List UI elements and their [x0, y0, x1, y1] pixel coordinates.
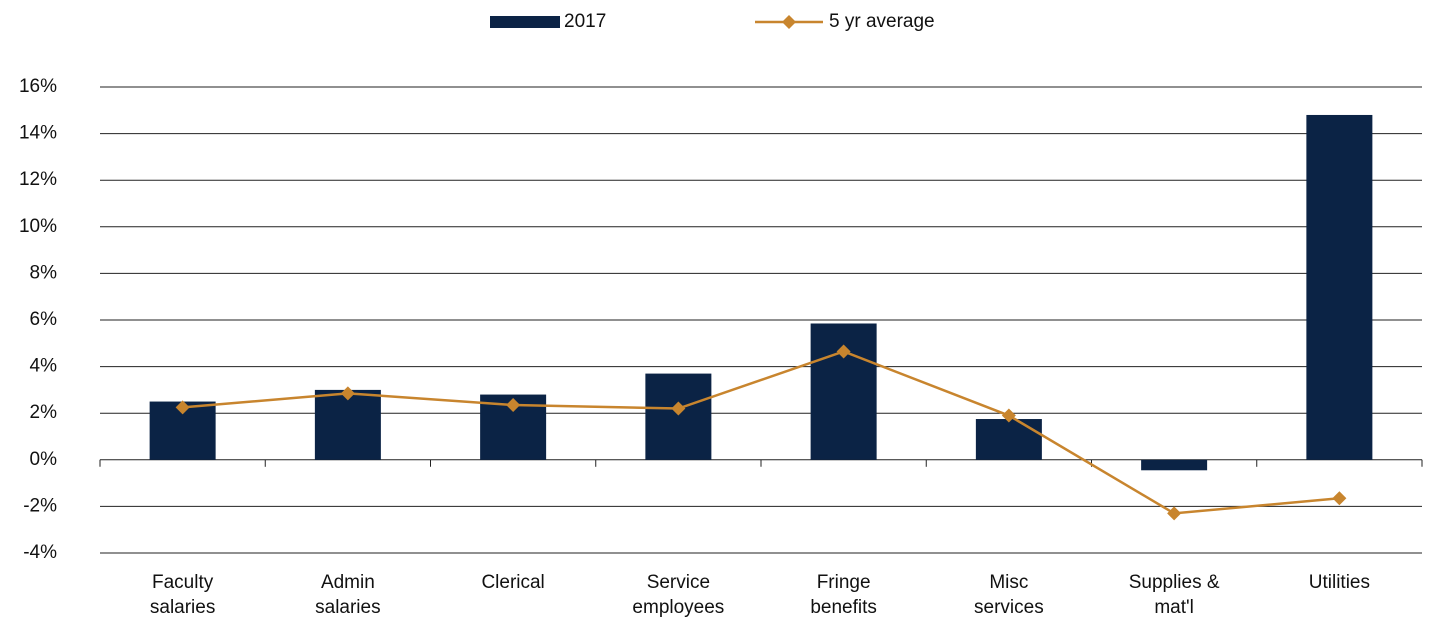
- bar: [645, 373, 712, 460]
- legend-label: 2017: [564, 11, 606, 32]
- y-tick-label: -4%: [23, 542, 57, 563]
- x-tick-label: Utilities: [1308, 572, 1370, 593]
- marker: [340, 386, 355, 401]
- y-tick-label: 14%: [19, 123, 57, 144]
- x-tick-label: Admin salaries: [315, 572, 381, 618]
- x-tick-label: Service employees: [632, 572, 725, 618]
- y-tick-label: 8%: [30, 262, 58, 283]
- bar: [810, 323, 877, 460]
- legend-swatch: [490, 16, 560, 28]
- marker: [1167, 506, 1182, 521]
- marker: [1332, 491, 1347, 506]
- x-tick-label: Clerical: [481, 572, 545, 593]
- x-tick-label: Supplies & mat'l: [1128, 572, 1220, 618]
- y-tick-label: 10%: [19, 216, 57, 237]
- x-tick-label: Faculty salaries: [149, 572, 216, 618]
- marker: [175, 400, 190, 415]
- y-tick-label: 6%: [30, 309, 58, 330]
- marker: [671, 401, 686, 416]
- x-tick-label: Fringe benefits: [810, 572, 877, 618]
- x-tick-label: Misc services: [974, 572, 1044, 618]
- bar: [975, 419, 1042, 460]
- bar: [1141, 459, 1208, 471]
- y-tick-label: 0%: [30, 449, 58, 470]
- marker: [1001, 408, 1016, 423]
- legend-marker: [782, 15, 796, 29]
- marker: [836, 344, 851, 359]
- y-tick-label: -2%: [23, 495, 57, 516]
- y-tick-label: 2%: [30, 402, 58, 423]
- y-tick-label: 16%: [19, 76, 57, 97]
- y-tick-label: 4%: [30, 356, 58, 377]
- y-tick-label: 12%: [19, 169, 57, 190]
- bar: [1306, 114, 1373, 460]
- legend-label: 5 yr average: [829, 11, 935, 32]
- line: [182, 350, 1340, 515]
- bar: [314, 389, 381, 460]
- marker: [506, 398, 521, 413]
